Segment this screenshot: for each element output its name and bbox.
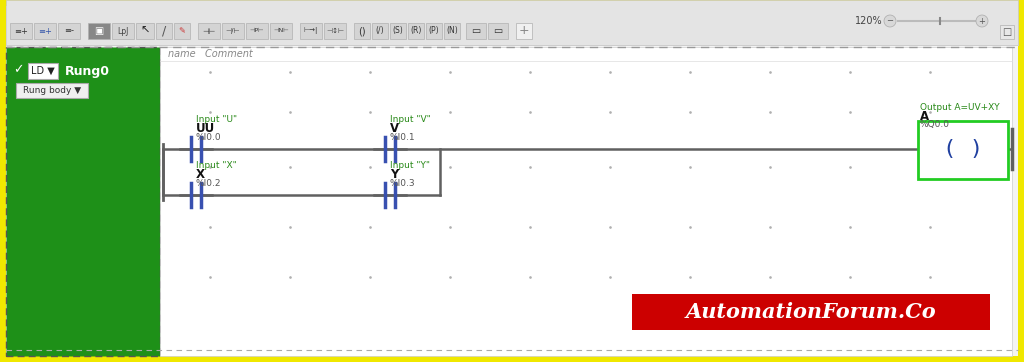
Text: ( ): ( ) — [943, 139, 983, 159]
Bar — [6, 0, 1018, 45]
Text: 120%: 120% — [855, 16, 883, 26]
Circle shape — [976, 15, 988, 27]
Bar — [112, 23, 134, 39]
Text: ▭: ▭ — [471, 26, 480, 36]
Text: ≡+: ≡+ — [38, 26, 52, 35]
Text: A: A — [920, 109, 929, 122]
Text: ≡+: ≡+ — [14, 26, 28, 35]
Text: ✎: ✎ — [178, 26, 185, 35]
Bar — [372, 23, 388, 39]
Bar — [28, 63, 58, 79]
Bar — [632, 294, 990, 330]
Bar — [918, 121, 1008, 179]
Text: ≡-: ≡- — [63, 26, 74, 35]
Text: ⊣⊢: ⊣⊢ — [203, 26, 216, 35]
Circle shape — [884, 15, 896, 27]
Text: Output A=UV+XY: Output A=UV+XY — [920, 102, 999, 111]
Text: ↖: ↖ — [140, 26, 150, 36]
Text: (N): (N) — [446, 26, 458, 35]
Bar — [390, 23, 406, 39]
Text: (S): (S) — [392, 26, 403, 35]
Bar — [270, 23, 292, 39]
Text: X: X — [196, 168, 205, 181]
Text: AutomationForum.Co: AutomationForum.Co — [686, 302, 936, 322]
Bar — [222, 23, 244, 39]
Bar — [426, 23, 442, 39]
Bar — [354, 23, 370, 39]
Text: LD ▼: LD ▼ — [31, 66, 55, 76]
Bar — [300, 23, 322, 39]
Text: Rung0: Rung0 — [65, 64, 110, 77]
Text: ⊢→|: ⊢→| — [304, 28, 318, 34]
Bar — [174, 23, 190, 39]
Text: LрJ: LрJ — [118, 26, 129, 35]
Bar — [136, 23, 154, 39]
Text: ⊣N⊢: ⊣N⊢ — [273, 29, 289, 34]
Text: ⊣/⊢: ⊣/⊢ — [225, 28, 241, 34]
Text: %I0.3: %I0.3 — [390, 178, 416, 188]
Text: Rung body ▼: Rung body ▼ — [23, 86, 81, 95]
Text: Input "U": Input "U" — [196, 114, 238, 123]
Bar — [156, 23, 172, 39]
Bar — [324, 23, 346, 39]
Bar — [246, 23, 268, 39]
Text: /: / — [162, 25, 166, 38]
Text: (P): (P) — [429, 26, 439, 35]
Text: Input "V": Input "V" — [390, 114, 431, 123]
Text: −: − — [887, 17, 894, 25]
Bar — [1000, 25, 1014, 39]
Bar — [466, 23, 486, 39]
Bar — [488, 23, 508, 39]
Bar — [58, 23, 80, 39]
Bar — [160, 47, 1012, 356]
Text: ⊣P⊢: ⊣P⊢ — [250, 29, 264, 34]
Text: name   Comment: name Comment — [168, 49, 253, 59]
Text: □: □ — [1002, 27, 1012, 37]
Text: ▭: ▭ — [494, 26, 503, 36]
Bar — [16, 83, 88, 98]
Bar — [516, 23, 532, 39]
Bar — [198, 23, 220, 39]
Bar — [6, 47, 160, 356]
Bar — [10, 23, 32, 39]
Text: +: + — [979, 17, 985, 25]
Text: (R): (R) — [411, 26, 422, 35]
Text: ⊣↕⊢: ⊣↕⊢ — [326, 28, 344, 34]
Text: UU: UU — [196, 122, 215, 135]
Text: +: + — [519, 25, 529, 38]
Text: %I0.1: %I0.1 — [390, 132, 416, 142]
Text: V: V — [390, 122, 399, 135]
Bar — [408, 23, 424, 39]
Text: Input "X": Input "X" — [196, 160, 237, 169]
Text: (/): (/) — [376, 26, 384, 35]
Text: ✓: ✓ — [12, 63, 24, 76]
Text: %I0.2: %I0.2 — [196, 178, 221, 188]
Text: %Q0.0: %Q0.0 — [920, 121, 950, 130]
Bar — [444, 23, 460, 39]
Text: Y: Y — [390, 168, 398, 181]
Text: (): () — [358, 26, 366, 36]
Text: %I0.0: %I0.0 — [196, 132, 221, 142]
Text: ▣: ▣ — [94, 26, 103, 36]
Bar — [88, 23, 110, 39]
Text: Input "Y": Input "Y" — [390, 160, 430, 169]
Bar — [34, 23, 56, 39]
